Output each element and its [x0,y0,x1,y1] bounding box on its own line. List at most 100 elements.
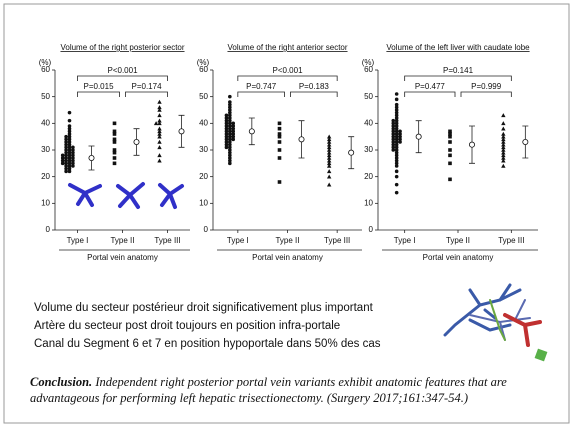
data-point [501,134,506,139]
data-point [64,134,68,139]
data-point [326,134,332,139]
data-point [391,126,396,131]
data-point [224,126,229,131]
data-point [157,158,162,163]
comparison-bracket [404,91,456,97]
data-point [157,134,162,139]
data-point [60,156,65,160]
data-point [228,126,232,131]
data-point [224,124,229,128]
data-point [64,148,68,152]
data-point [67,142,72,147]
data-point [391,118,396,123]
data-point [394,97,399,102]
data-point [326,161,332,166]
y-tick-label: 10 [199,198,208,207]
mean-marker [88,154,95,161]
data-point [501,163,506,168]
comparison-bracket [237,75,338,81]
data-point [228,108,232,112]
comparison-bracket [460,91,512,97]
data-point [112,129,117,134]
data-point [277,140,282,144]
data-point [67,164,72,168]
data-point [228,161,232,166]
data-point [112,161,117,166]
data-point [231,124,236,128]
data-point [394,169,399,174]
data-point [71,156,75,160]
y-tick-label: 0 [369,225,374,234]
data-point [391,145,396,150]
data-point [394,161,399,166]
data-point [394,164,399,168]
y-tick-label: 0 [204,225,209,234]
data-point [64,150,68,155]
data-point [60,161,65,166]
data-point [448,177,452,182]
data-point [391,132,396,136]
data-point [67,137,72,142]
data-point [67,150,72,155]
data-point [71,164,75,168]
data-point [157,139,162,144]
data-point [394,153,399,158]
data-point [228,132,232,136]
data-point [277,121,282,126]
data-point [157,107,162,112]
data-point [67,126,72,131]
data-point [326,150,332,155]
data-point [64,158,68,163]
vessel-diagrams [68,182,184,209]
data-point [64,156,68,160]
data-point [67,166,72,171]
data-point [448,153,452,158]
data-point [228,94,232,99]
y-tick-label: 50 [199,92,208,101]
data-point [394,124,399,128]
y-tick-label: 10 [41,198,50,207]
data-point [153,121,159,126]
y-tick-label: 60 [364,65,373,74]
y-tick-label: 20 [41,172,50,181]
data-point [112,148,117,152]
data-point [228,100,232,104]
p-value: P=0.141 [443,66,474,75]
mean-marker [298,136,305,143]
data-point [228,140,232,144]
data-point [224,121,229,126]
conclusion-text: Independent right posterior portal vein … [92,375,507,389]
data-point [228,134,232,139]
data-point [228,116,232,120]
data-point [326,147,332,152]
data-point [398,129,402,134]
data-point [71,153,75,158]
data-point [391,124,396,128]
data-point [398,137,402,142]
p-value: P=0.174 [131,82,162,91]
data-point [394,148,399,152]
p-value: P=0.477 [415,82,446,91]
data-point [326,174,332,179]
data-point [228,113,232,118]
data-point [501,145,506,150]
data-point [112,132,117,136]
data-point [231,121,236,126]
y-tick-label: 50 [41,92,50,101]
data-point [391,142,396,147]
data-point [67,134,72,139]
data-point [391,121,396,126]
data-point [277,180,282,184]
mean-marker [133,138,140,145]
data-point [157,145,162,150]
data-point [326,145,332,150]
data-point [67,118,72,123]
comparison-bracket [290,91,338,97]
note-line: Volume du secteur postérieur droit signi… [34,302,374,314]
data-point [71,148,75,152]
data-point [398,132,402,136]
data-point [277,134,282,139]
data-point [224,137,229,142]
x-tick-label: Type II [110,236,134,245]
